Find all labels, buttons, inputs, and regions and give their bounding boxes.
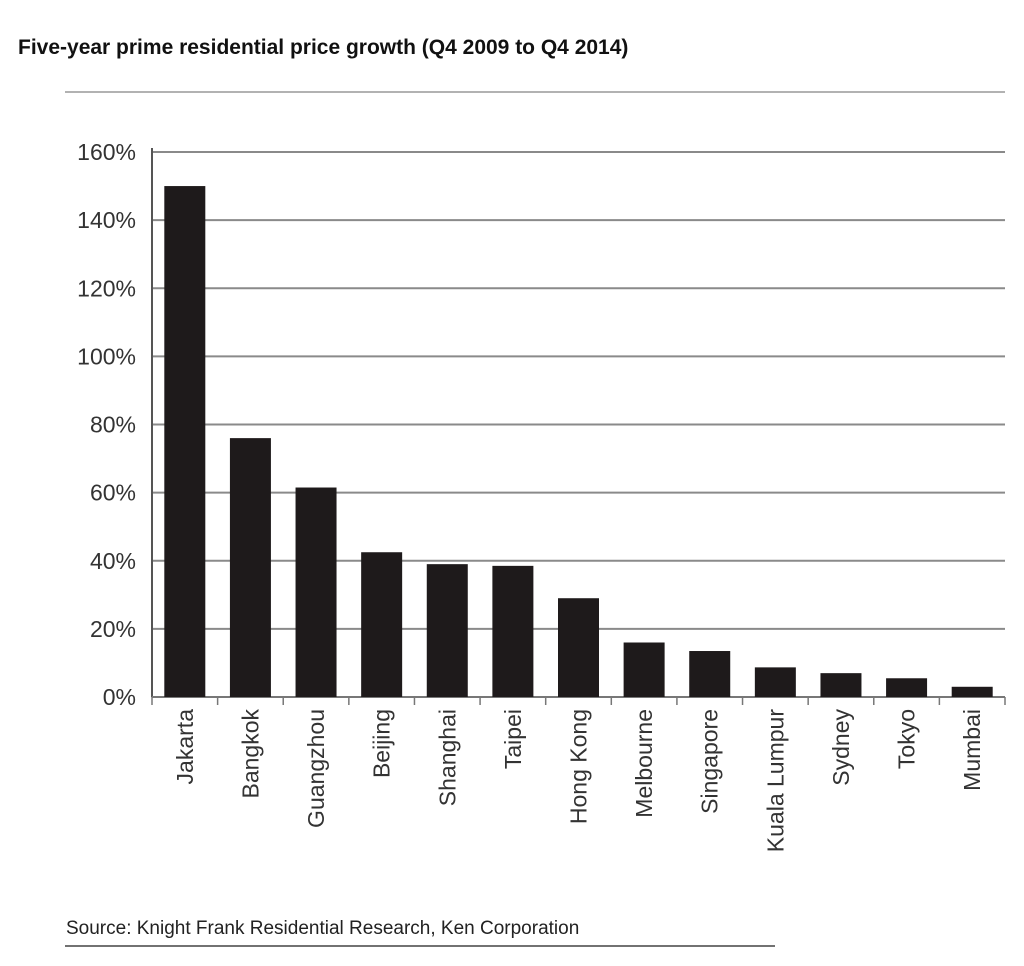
x-tick-label: Bangkok (237, 709, 263, 799)
x-tick-label: Kuala Lumpur (762, 709, 788, 853)
bar-sydney (820, 673, 862, 697)
y-tick-label: 100% (77, 343, 136, 369)
bar-mumbai (951, 686, 993, 697)
chart-title: Five-year prime residential price growth… (18, 36, 629, 59)
y-tick-label: 140% (77, 207, 136, 233)
bar-kuala-lumpur (754, 667, 796, 697)
bar-singapore (689, 651, 731, 697)
bar-shanghai (426, 564, 468, 697)
x-tick-label: Guangzhou (303, 709, 329, 828)
x-tick-label: Melbourne (631, 709, 657, 818)
x-tick-label: Singapore (697, 709, 723, 814)
source-note: Source: Knight Frank Residential Researc… (66, 918, 580, 939)
y-tick-label: 120% (77, 275, 136, 301)
x-tick-label: Tokyo (894, 709, 920, 769)
y-tick-label: 0% (103, 684, 136, 710)
bar-tokyo (886, 678, 928, 697)
bar-jakarta (164, 186, 206, 697)
bar-hong-kong (558, 598, 599, 697)
y-tick-label: 160% (77, 139, 136, 165)
y-tick-label: 80% (90, 412, 136, 438)
x-tick-label: Hong Kong (566, 709, 592, 824)
x-tick-label: Mumbai (959, 709, 985, 791)
x-tick-label: Jakarta (172, 709, 198, 785)
y-tick-label: 60% (90, 480, 136, 506)
x-tick-label: Shanghai (434, 709, 460, 806)
bar-bangkok (229, 438, 271, 697)
x-tick-label: Beijing (369, 709, 395, 778)
y-tick-label: 40% (90, 548, 136, 574)
bar-melbourne (623, 642, 665, 697)
x-tick-label: Sydney (828, 709, 854, 786)
x-tick-label: Taipei (500, 709, 526, 769)
bar-taipei (492, 565, 534, 697)
y-tick-label: 20% (90, 616, 136, 642)
bar-beijing (361, 552, 403, 697)
bar-guangzhou (295, 487, 337, 697)
